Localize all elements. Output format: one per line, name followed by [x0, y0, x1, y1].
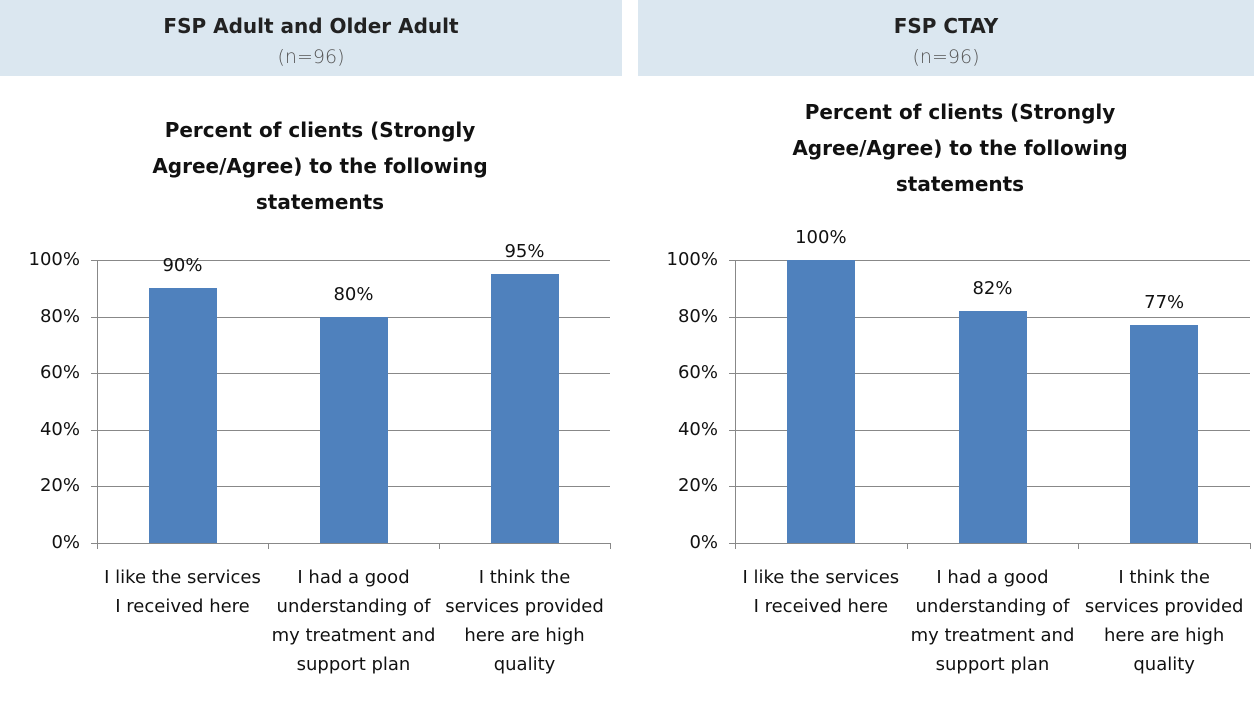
x-tick-label: I like the services I received here: [104, 567, 261, 617]
x-tick: [906, 543, 908, 549]
value-label: 95%: [504, 241, 545, 263]
grid-line: [735, 543, 1250, 544]
tick-mark: [91, 373, 97, 375]
x-tick-label: I like the services I received here: [742, 567, 900, 617]
y-tick-label: 60%: [677, 362, 718, 384]
grid-line: [97, 543, 610, 544]
y-tick-label: 80%: [677, 305, 718, 327]
x-tick: [735, 543, 736, 549]
y-tick-label: 60%: [39, 362, 80, 384]
x-tick-label: I think the services provided here are h…: [1084, 567, 1244, 675]
tick-mark: [729, 260, 735, 261]
y-axis: [735, 260, 736, 543]
y-tick-label: 40%: [39, 418, 80, 440]
x-tick: [97, 543, 98, 549]
bar: [1130, 325, 1199, 543]
y-tick-label: 20%: [39, 475, 80, 497]
panel-subtitle: (n=96): [277, 46, 345, 68]
y-tick-label: 20%: [677, 475, 718, 497]
tick-mark: [729, 316, 735, 318]
panel-subtitle: (n=96): [912, 46, 980, 68]
y-tick-label: 100%: [666, 249, 718, 270]
tick-mark: [729, 543, 735, 544]
x-tick: [268, 543, 269, 549]
bar: [319, 316, 388, 543]
value-label: 100%: [795, 227, 847, 248]
value-label: 80%: [333, 283, 374, 305]
chart-title: Percent of clients (Strongly Agree/Agree…: [152, 118, 488, 214]
x-tick: [1078, 543, 1080, 549]
grid-line: [735, 260, 1250, 261]
x-tick: [439, 543, 440, 549]
grid-line: [97, 260, 610, 261]
tick-mark: [91, 316, 97, 318]
tick-mark: [729, 486, 735, 488]
header-band: [0, 0, 622, 76]
y-tick-label: 0%: [51, 532, 80, 553]
tick-mark: [91, 486, 97, 488]
tick-mark: [91, 429, 97, 431]
tick-mark: [91, 543, 97, 544]
value-label: 82%: [972, 277, 1013, 299]
panel-title: FSP Adult and Older Adult: [163, 14, 459, 38]
tick-mark: [91, 260, 97, 261]
tick-mark: [729, 373, 735, 375]
bar: [148, 288, 217, 543]
y-tick-label: 100%: [28, 249, 80, 270]
y-tick-label: 40%: [677, 418, 718, 440]
value-label: 77%: [1144, 292, 1185, 314]
bar: [958, 310, 1027, 543]
bar: [786, 260, 855, 543]
chart-title: Percent of clients (Strongly Agree/Agree…: [792, 100, 1128, 196]
x-tick: [1250, 543, 1251, 549]
x-tick-label: I had a good understanding of my treatme…: [271, 567, 436, 675]
x-tick-label: I think the services provided here are h…: [445, 567, 604, 675]
x-tick-label: I had a good understanding of my treatme…: [910, 567, 1075, 675]
y-tick-label: 80%: [39, 305, 80, 327]
x-tick: [610, 543, 611, 549]
y-tick-label: 0%: [689, 532, 718, 553]
value-label: 90%: [162, 255, 203, 277]
y-axis: [97, 260, 98, 543]
tick-mark: [729, 429, 735, 431]
panel-title: FSP CTAY: [893, 14, 999, 38]
bar: [490, 274, 559, 543]
header-band: [638, 0, 1254, 76]
